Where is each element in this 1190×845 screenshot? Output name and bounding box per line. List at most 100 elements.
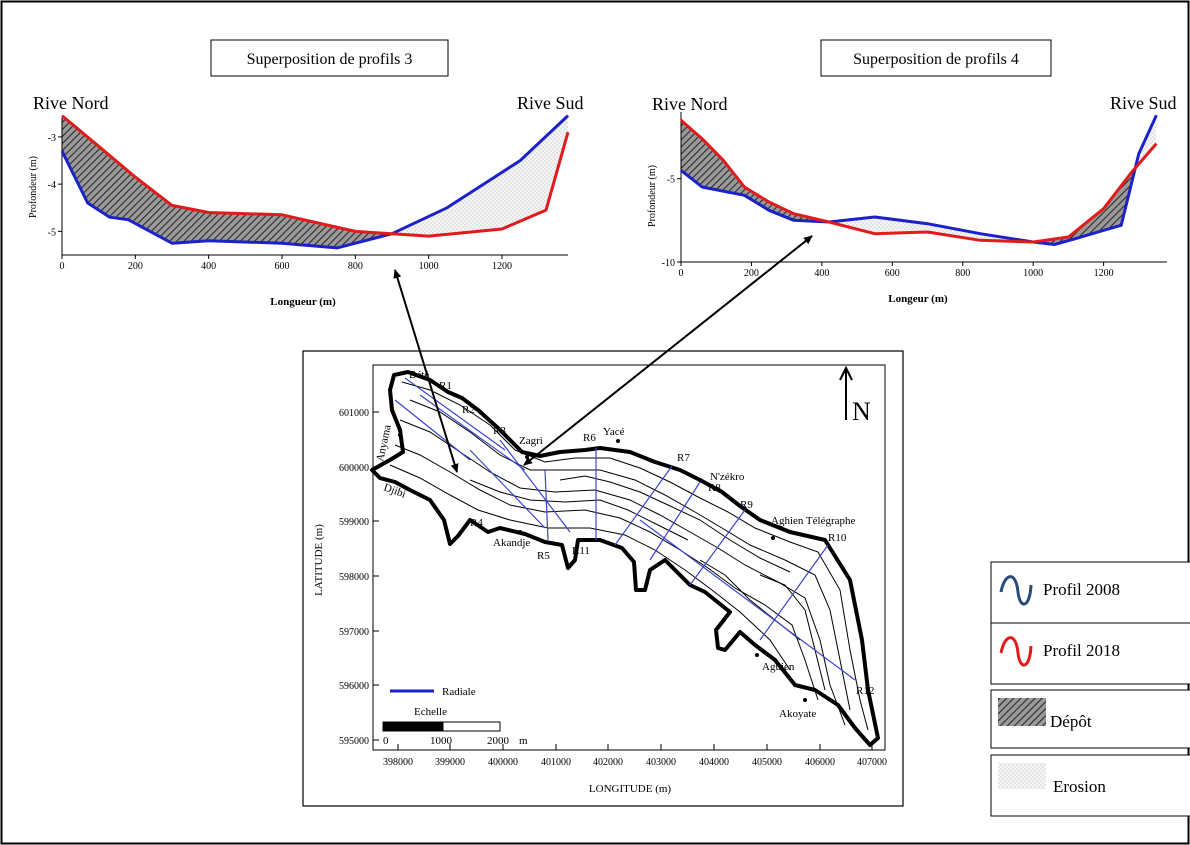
map-y-tick-label: 601000: [339, 408, 369, 419]
radial-label-r8: R8: [708, 482, 721, 494]
chart-4-bank-right: Rive Sud: [1110, 93, 1177, 113]
x-tick-label: 1200: [1094, 268, 1114, 279]
map-x-tick-label: 406000: [805, 757, 835, 768]
legend-box-2018: [990, 622, 1190, 685]
map-x-tick-label: 407000: [857, 757, 887, 768]
radial-label-r9: R9: [740, 499, 753, 511]
scale-tick-2000: 2000: [487, 735, 510, 747]
y-tick-label: -4: [48, 180, 56, 191]
y-tick-label: -5: [48, 227, 56, 238]
legend-label-erosion: Erosion: [1053, 777, 1106, 796]
radial-label-r4: R4: [470, 517, 483, 529]
map-x-tick-label: 400000: [488, 757, 518, 768]
chart-4-ylabel: Profondeur (m): [647, 165, 658, 227]
x-tick-label: 800: [348, 261, 363, 272]
x-tick-label: 600: [885, 268, 900, 279]
north-arrow-icon: [839, 365, 853, 420]
legend-label-depot: Dépôt: [1050, 712, 1092, 731]
x-tick-label: 200: [128, 261, 143, 272]
scale-tick-0: 0: [383, 735, 389, 747]
map-y-tick-label: 596000: [339, 681, 369, 692]
map-x-tick-label: 404000: [699, 757, 729, 768]
north-label: N: [852, 397, 871, 426]
radiale-legend-label: Radiale: [442, 686, 476, 698]
map-x-tick-label: 402000: [593, 757, 623, 768]
scale-title: Echelle: [414, 706, 447, 718]
x-tick-label: 600: [275, 261, 290, 272]
map-y-tick-label: 597000: [339, 627, 369, 638]
scale-unit: m: [519, 735, 528, 747]
profile-chart-3: Superposition de profils 3 Rive Nord Riv…: [28, 39, 584, 308]
map-xlabel: LONGITUDE (m): [589, 783, 672, 795]
map-x-tick-label: 405000: [752, 757, 782, 768]
map-x-tick-label: 399000: [435, 757, 465, 768]
lake-map: 601000 600000 599000 598000 597000 596000 5950…: [302, 350, 904, 807]
map-x-tick-label: 398000: [383, 757, 413, 768]
radial-label-r11: R11: [572, 545, 590, 557]
place-aghien-telegraphe: Aghien Télégraphe: [771, 515, 856, 527]
map-x-ticks: 398000 399000 400000 401000 402000 403000 4040…: [383, 744, 887, 768]
depot-area: [62, 115, 393, 248]
radial-label-r2: R2: [462, 404, 475, 416]
depot-area: [681, 120, 830, 223]
map-y-tick-label: 598000: [339, 572, 369, 583]
map-y-tick-label: 595000: [339, 736, 369, 747]
x-tick-label: 200: [744, 268, 759, 279]
place-akoyate: Akoyate: [779, 708, 816, 720]
x-tick-label: 800: [955, 268, 970, 279]
scale-bar: [382, 721, 501, 732]
depot-hatch-swatch: [998, 698, 1046, 726]
place-yace: Yacé: [603, 426, 625, 438]
y-tick-label: -10: [662, 258, 675, 269]
chart-4-xlabel: Longeur (m): [888, 293, 948, 305]
series-line-profil-2008: [60, 114, 570, 250]
x-tick-label: 400: [201, 261, 216, 272]
erosion-area: [829, 217, 1034, 243]
y-tick-label: -3: [48, 133, 56, 144]
x-tick-label: 1000: [1023, 268, 1043, 279]
depot-area: [1033, 162, 1137, 245]
erosion-dot-swatch: [998, 763, 1046, 789]
chart-4-title-box: [820, 39, 1052, 77]
series-line-profil-2018: [61, 114, 570, 238]
chart-4-bank-left: Rive Nord: [652, 94, 728, 114]
series-line-profil-2008: [680, 114, 1158, 246]
map-x-tick-label: 403000: [646, 757, 676, 768]
x-tick-label: 400: [814, 268, 829, 279]
x-tick-label: 1200: [492, 261, 512, 272]
map-ylabel: LATITUDE (m): [313, 524, 325, 596]
radial-label-r3: R3: [493, 425, 506, 437]
profile-chart-4: Superposition de profils 4 Rive Nord Riv…: [647, 39, 1177, 305]
radial-label-r6: R6: [583, 432, 596, 444]
figure-legend: Profil 2008 Profil 2018 Dépôt Erosion: [990, 561, 1190, 817]
chart-3-bank-left: Rive Nord: [33, 93, 109, 113]
series-line-profil-2018: [680, 119, 1158, 244]
x-tick-label: 0: [679, 268, 684, 279]
chart-3-title: Superposition de profils 3: [247, 51, 413, 68]
x-tick-label: 0: [60, 261, 65, 272]
radial-label-r10: R10: [828, 532, 847, 544]
place-aguien: Aguien: [762, 661, 795, 673]
map-x-tick-label: 401000: [541, 757, 571, 768]
chart-3-ylabel: Profondeur (m): [28, 156, 39, 218]
chart-3-title-box: [210, 39, 449, 77]
connector-arrow-profile-3: [393, 269, 459, 473]
map-y-ticks: 601000 600000 599000 598000 597000 596000 5950…: [339, 408, 379, 747]
x-tick-label: 1000: [419, 261, 439, 272]
legend-label-2008: Profil 2008: [1043, 580, 1120, 599]
y-tick-label: -5: [667, 175, 675, 186]
place-akandje: Akandje: [493, 537, 530, 549]
erosion-area: [393, 115, 568, 237]
radial-label-r1: R1: [439, 380, 452, 392]
radial-label-r5: R5: [537, 550, 550, 562]
scale-tick-1000: 1000: [430, 735, 453, 747]
chart-4-title: Superposition de profils 4: [853, 51, 1019, 68]
map-y-tick-label: 600000: [339, 463, 369, 474]
radial-label-r7: R7: [677, 452, 690, 464]
place-zagri: Zagri: [519, 435, 543, 447]
connector-arrow-profile-4: [523, 235, 813, 466]
profil-2018-swatch-icon: [999, 636, 1033, 667]
chart-3-bank-right: Rive Sud: [517, 93, 584, 113]
